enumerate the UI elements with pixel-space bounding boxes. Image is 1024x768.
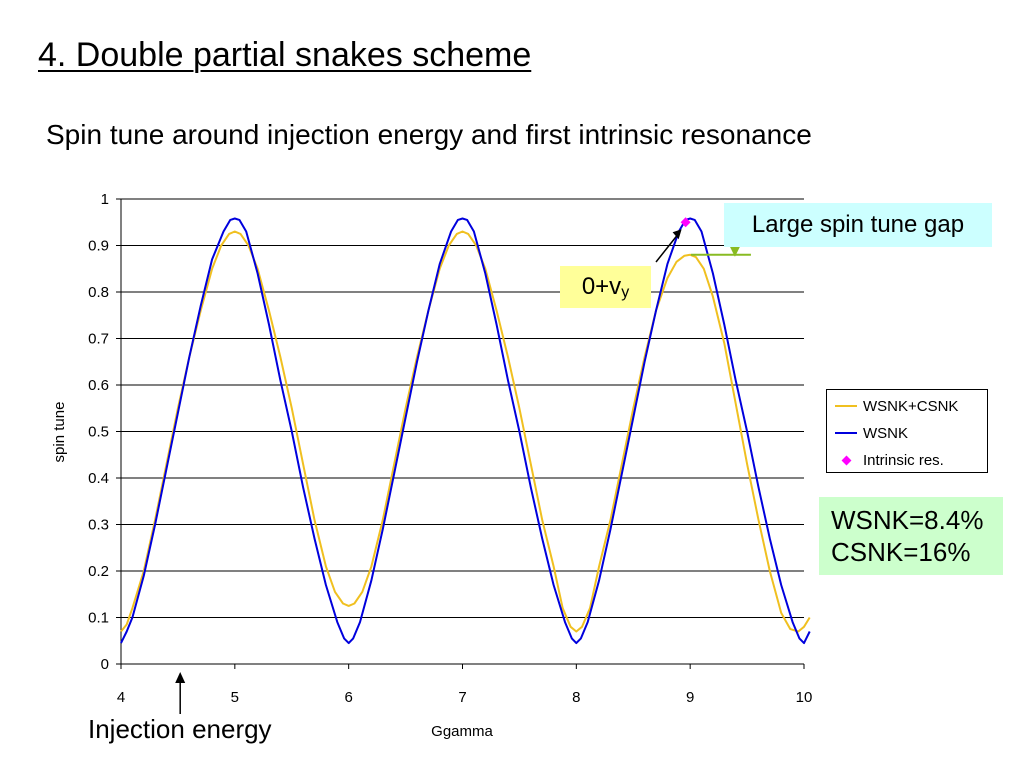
legend-swatch-wsnk-csnk bbox=[835, 405, 857, 407]
y-tick-label: 0.1 bbox=[88, 610, 109, 627]
chart-grid bbox=[116, 198, 805, 669]
x-tick-labels: 4 5 6 7 8 9 10 bbox=[117, 689, 813, 706]
legend-label-wsnk: WSNK bbox=[863, 424, 908, 442]
vy-pointer-head bbox=[672, 229, 682, 240]
y-tick-labels: 0 0.1 0.2 0.3 0.4 0.5 0.6 0.7 0.8 0.9 1 bbox=[88, 191, 109, 673]
y-tick-label: 0 bbox=[101, 656, 109, 673]
slide-title: 4. Double partial snakes scheme bbox=[38, 36, 532, 74]
y-tick-label: 0.5 bbox=[88, 424, 109, 441]
x-tick-label: 9 bbox=[686, 689, 694, 706]
y-tick-label: 0.2 bbox=[88, 563, 109, 580]
chart-series bbox=[120, 217, 811, 645]
series-line-wsnk bbox=[120, 217, 811, 645]
vy-pointer-line bbox=[655, 231, 681, 263]
legend-item-wsnk-csnk: WSNK+CSNK bbox=[835, 396, 958, 416]
x-tick-label: 6 bbox=[344, 689, 352, 706]
injection-arrow-head bbox=[175, 672, 186, 683]
wsnk-strength: WSNK=8.4% bbox=[831, 505, 984, 535]
x-tick-label: 10 bbox=[796, 689, 813, 706]
gap-arrow-head-down bbox=[729, 246, 740, 257]
y-tick-label: 1 bbox=[101, 191, 109, 208]
series-line-wsnk-csnk bbox=[120, 230, 811, 633]
legend-swatch-wsnk bbox=[835, 432, 857, 434]
y-tick-label: 0.9 bbox=[88, 238, 109, 255]
y-tick-label: 0.6 bbox=[88, 377, 109, 394]
legend-item-wsnk: WSNK bbox=[835, 423, 908, 443]
legend-label-intrinsic: Intrinsic res. bbox=[863, 451, 944, 469]
y-axis-label: spin tune bbox=[51, 402, 68, 463]
y-tick-label: 0.8 bbox=[88, 284, 109, 301]
legend-label-wsnk-csnk: WSNK+CSNK bbox=[863, 397, 959, 415]
vertical-tune-callout: 0+vy bbox=[560, 266, 651, 308]
intrinsic-resonance-point bbox=[680, 217, 691, 228]
vy-subscript: y bbox=[621, 284, 630, 301]
x-tick-label: 5 bbox=[231, 689, 239, 706]
slide-subtitle: Spin tune around injection energy and fi… bbox=[46, 119, 812, 150]
legend-swatch-intrinsic bbox=[841, 455, 852, 465]
spin-tune-gap-callout: Large spin tune gap bbox=[724, 203, 992, 247]
csnk-strength: CSNK=16% bbox=[831, 537, 971, 567]
x-tick-label: 7 bbox=[458, 689, 466, 706]
snake-strength-box: WSNK=8.4% CSNK=16% bbox=[819, 497, 1003, 575]
x-tick-label: 8 bbox=[572, 689, 580, 706]
vy-main-text: 0+v bbox=[581, 273, 622, 300]
chart-legend: WSNK+CSNK WSNK Intrinsic res. bbox=[826, 389, 988, 473]
injection-energy-label: Injection energy bbox=[88, 714, 272, 744]
x-axis-label: Ggamma bbox=[431, 723, 493, 740]
y-tick-label: 0.3 bbox=[88, 517, 109, 534]
y-tick-label: 0.4 bbox=[88, 470, 109, 487]
legend-item-intrinsic: Intrinsic res. bbox=[835, 450, 944, 470]
x-tick-label: 4 bbox=[117, 689, 125, 706]
y-tick-label: 0.7 bbox=[88, 331, 109, 348]
